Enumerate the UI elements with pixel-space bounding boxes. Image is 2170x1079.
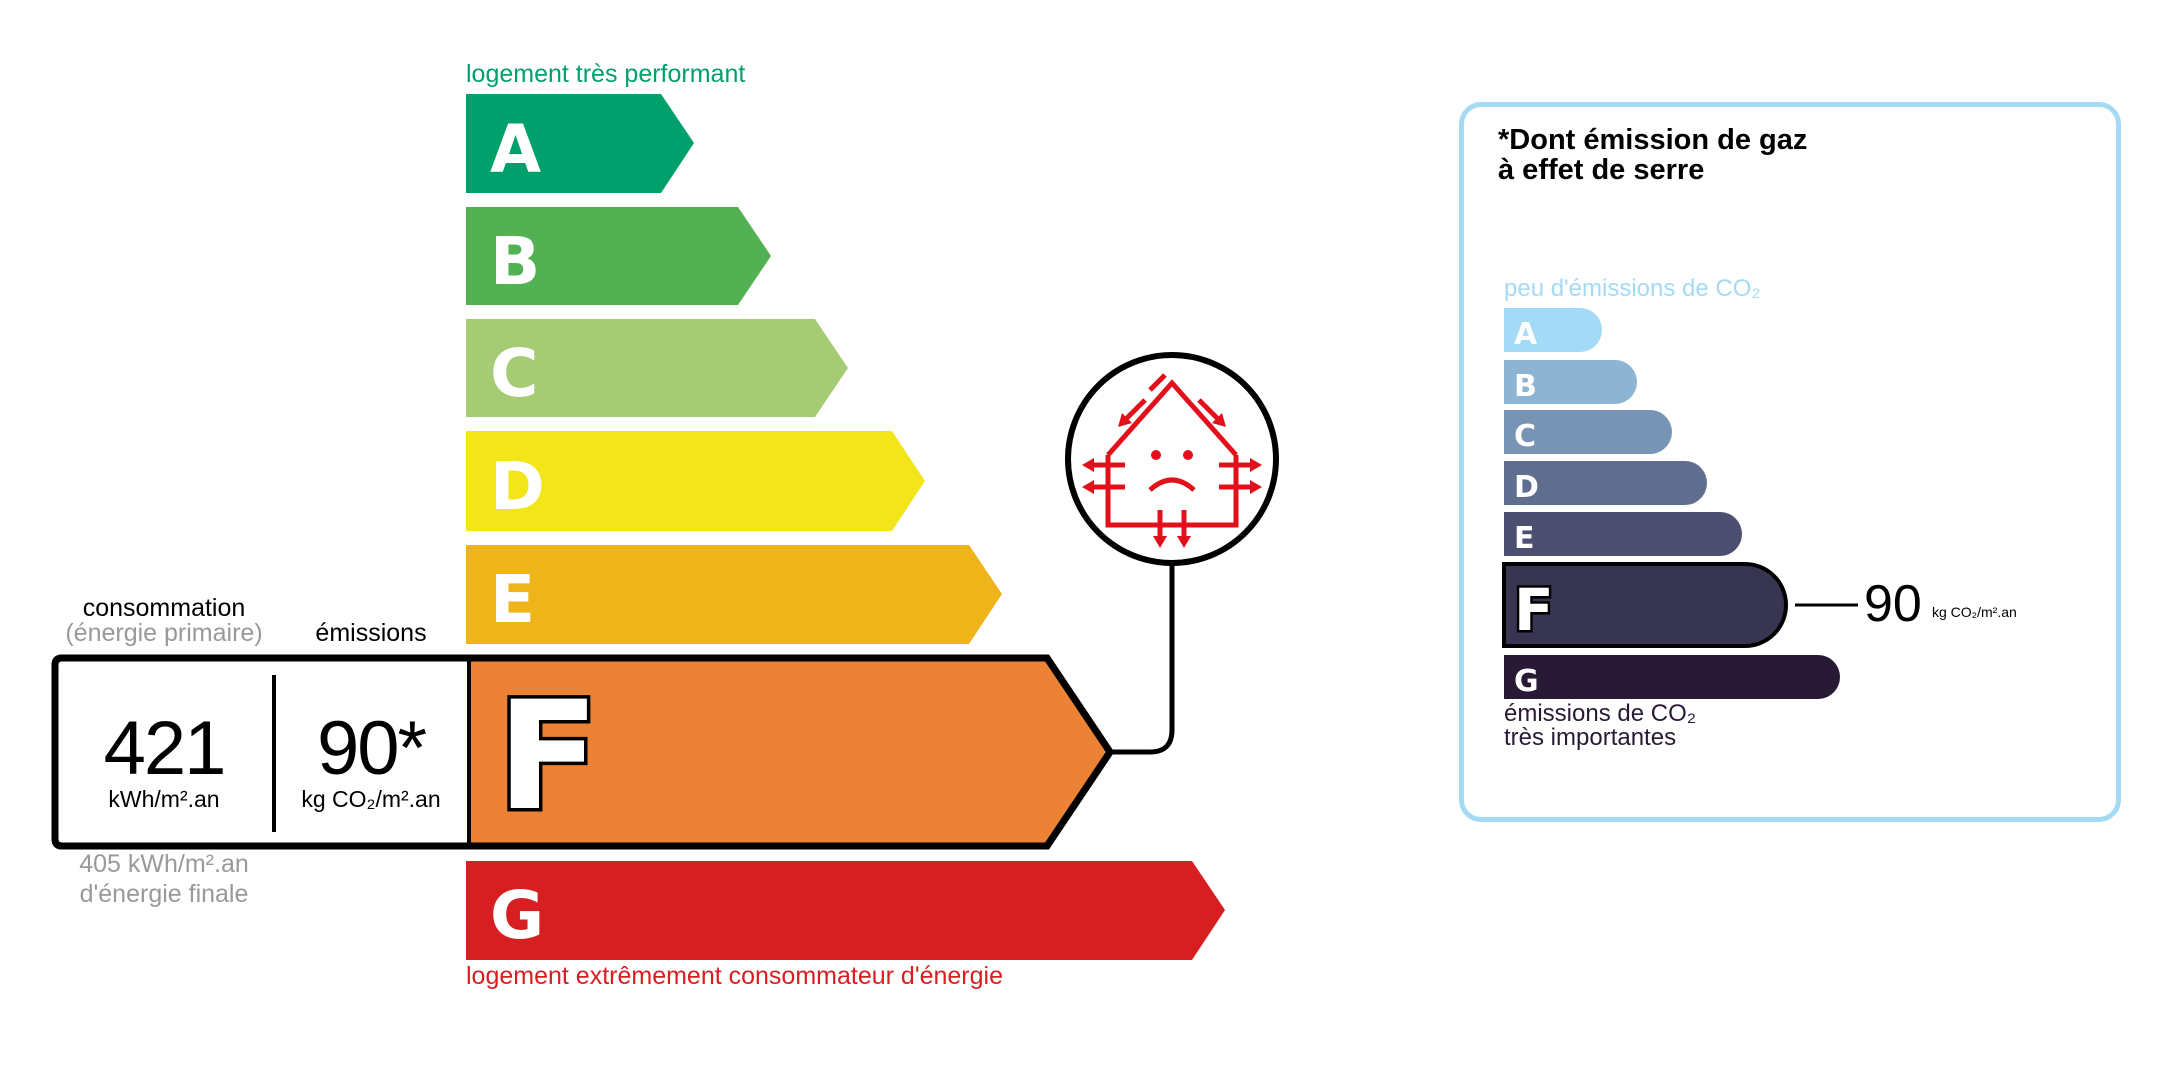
energy-bar-letter: A bbox=[490, 111, 541, 188]
energy-bar-letter: F bbox=[497, 670, 599, 844]
energy-bar-letter: B bbox=[490, 223, 540, 300]
energy-top-label: logement très performant bbox=[466, 60, 746, 88]
ges-panel bbox=[1459, 102, 2121, 822]
ges-bar-c: C bbox=[1504, 410, 1672, 454]
emissions-value: 90* bbox=[316, 706, 427, 791]
energy-bar-letter: G bbox=[490, 877, 544, 954]
ges-bar-letter: A bbox=[1514, 317, 1538, 352]
ges-title-line2: à effet de serre bbox=[1498, 154, 1705, 186]
ges-bar-letter: B bbox=[1514, 369, 1537, 404]
ges-bottom-label-line1: émissions de CO₂ bbox=[1504, 700, 1697, 727]
ges-bar-letter: C bbox=[1514, 419, 1536, 454]
ges-title-line1: *Dont émission de gaz bbox=[1498, 124, 1808, 156]
energy-bar-e: E bbox=[466, 545, 1002, 644]
energy-bar-a: A bbox=[466, 94, 694, 193]
ges-bar-f-current: F bbox=[1502, 562, 1788, 648]
ges-bar-d: D bbox=[1504, 461, 1707, 505]
ges-bar-letter: G bbox=[1514, 664, 1539, 699]
energy-bar-f-current: F bbox=[51, 654, 1115, 850]
consumption-label: consommation bbox=[82, 594, 246, 622]
energy-bar-letter: C bbox=[490, 335, 538, 412]
ges-bar-letter: F bbox=[1514, 576, 1554, 644]
ges-bar-e: E bbox=[1504, 512, 1742, 556]
ges-bar-letter: E bbox=[1514, 521, 1535, 556]
ges-unit: kg CO₂/m².an bbox=[1932, 604, 2017, 620]
energy-bottom-label: logement extrêmement consommateur d'éner… bbox=[466, 962, 1003, 990]
energy-bar-d: D bbox=[466, 431, 925, 531]
consumption-value: 421 bbox=[103, 706, 227, 791]
final-energy-value: 405 kWh/m².an bbox=[79, 850, 249, 878]
ges-top-label: peu d'émissions de CO₂ bbox=[1504, 275, 1761, 302]
ges-bar-b: B bbox=[1504, 360, 1637, 404]
ges-bar-letter: D bbox=[1514, 470, 1539, 505]
ges-bar-a: A bbox=[1504, 308, 1602, 352]
energy-bar-g: G bbox=[466, 861, 1225, 960]
consumption-unit: kWh/m².an bbox=[108, 786, 220, 812]
consumption-sublabel: (énergie primaire) bbox=[65, 619, 263, 647]
emissions-unit: kg CO₂/m².an bbox=[301, 786, 441, 812]
energy-bar-b: B bbox=[466, 207, 771, 305]
energy-bar-letter: E bbox=[490, 561, 535, 638]
icon-connector-line bbox=[1110, 565, 1175, 755]
ges-value: 90 bbox=[1864, 575, 1922, 633]
final-energy-label: d'énergie finale bbox=[79, 880, 249, 908]
energy-bar-letter: D bbox=[490, 448, 545, 525]
energy-bar-c: C bbox=[466, 319, 848, 417]
ges-bottom-label-line2: très importantes bbox=[1504, 724, 1677, 751]
emissions-label: émissions bbox=[315, 619, 427, 647]
passoire-thermique-house-frown-icon bbox=[1065, 352, 1279, 566]
ges-bar-g: G bbox=[1504, 655, 1840, 699]
